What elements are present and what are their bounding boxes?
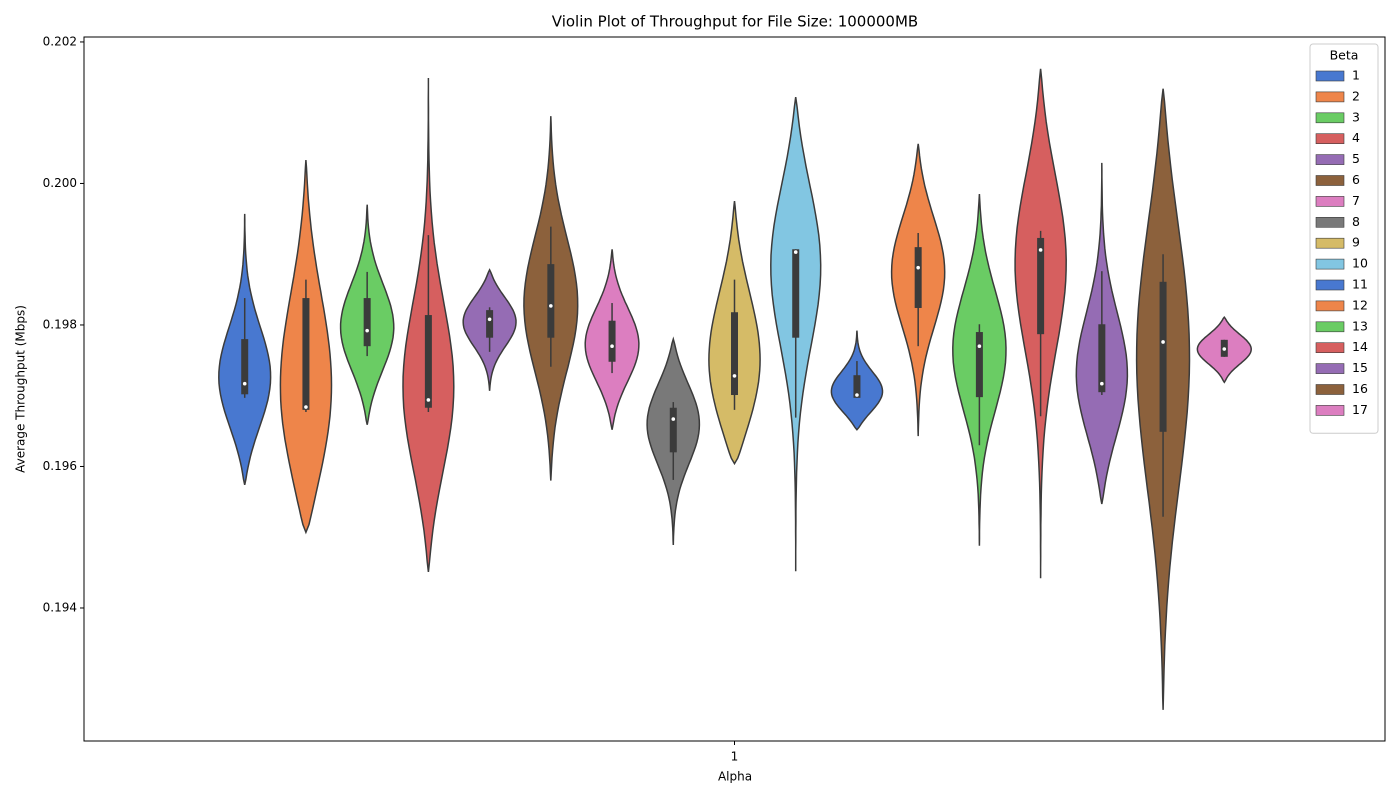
median-dot bbox=[304, 405, 308, 409]
median-dot bbox=[610, 344, 614, 348]
median-dot bbox=[916, 265, 920, 270]
iqr-box bbox=[547, 264, 555, 338]
legend-label: 4 bbox=[1352, 130, 1360, 145]
median-dot bbox=[1222, 347, 1227, 351]
iqr-box bbox=[1037, 237, 1045, 335]
legend-swatch bbox=[1315, 237, 1345, 249]
median-dot bbox=[1038, 248, 1043, 252]
legend-label: 16 bbox=[1352, 381, 1368, 396]
legend-label: 1 bbox=[1352, 68, 1360, 83]
legend-swatch bbox=[1315, 196, 1345, 207]
legend-label: 3 bbox=[1352, 109, 1360, 124]
median-dot bbox=[549, 304, 553, 308]
iqr-box bbox=[608, 320, 616, 362]
iqr-box bbox=[241, 339, 249, 395]
median-dot bbox=[732, 374, 737, 378]
iqr-box bbox=[669, 407, 677, 453]
legend-swatch bbox=[1315, 175, 1345, 186]
iqr-box bbox=[486, 310, 494, 338]
iqr-box bbox=[1159, 281, 1167, 432]
legend-label: 7 bbox=[1352, 193, 1360, 208]
iqr-box bbox=[424, 315, 432, 408]
iqr-box bbox=[975, 332, 983, 398]
median-dot bbox=[242, 381, 247, 386]
legend-swatch bbox=[1315, 321, 1345, 333]
legend-label: 5 bbox=[1352, 151, 1360, 166]
legend-swatch bbox=[1315, 112, 1345, 124]
y-axis-label: Average Throughput (Mbps) bbox=[14, 305, 28, 473]
legend-label: 9 bbox=[1352, 235, 1360, 250]
legend-swatch bbox=[1315, 384, 1345, 395]
legend-label: 8 bbox=[1352, 214, 1360, 229]
legend-label: 15 bbox=[1352, 360, 1368, 375]
legend-label: 10 bbox=[1352, 256, 1368, 271]
median-dot bbox=[365, 328, 369, 333]
legend-title: Beta bbox=[1330, 48, 1359, 63]
legend-label: 17 bbox=[1352, 402, 1368, 417]
median-dot bbox=[1100, 381, 1104, 386]
iqr-box bbox=[1098, 324, 1106, 393]
legend-swatch bbox=[1315, 342, 1345, 354]
legend-label: 13 bbox=[1352, 318, 1368, 333]
legend-swatch bbox=[1315, 363, 1345, 374]
legend-swatch bbox=[1315, 154, 1345, 165]
legend-swatch bbox=[1315, 300, 1345, 312]
legend-swatch bbox=[1315, 279, 1345, 291]
y-tick-label: 0.196 bbox=[43, 459, 77, 473]
median-dot bbox=[793, 250, 798, 254]
median-dot bbox=[426, 398, 431, 402]
legend-swatch bbox=[1315, 133, 1345, 144]
legend-label: 2 bbox=[1352, 88, 1360, 103]
median-dot bbox=[1161, 340, 1165, 344]
legend-swatch bbox=[1315, 405, 1345, 416]
median-dot bbox=[671, 417, 676, 421]
x-axis-label: Alpha bbox=[718, 770, 752, 784]
legend-swatch bbox=[1315, 91, 1345, 103]
legend-swatch bbox=[1315, 217, 1345, 228]
legend-label: 12 bbox=[1352, 297, 1368, 312]
iqr-box bbox=[853, 375, 861, 398]
legend-label: 6 bbox=[1352, 172, 1360, 187]
iqr-box bbox=[792, 249, 800, 338]
y-tick-label: 0.202 bbox=[43, 34, 77, 48]
iqr-box bbox=[914, 247, 922, 308]
iqr-box bbox=[302, 298, 310, 410]
legend-label: 14 bbox=[1352, 339, 1368, 354]
legend-label: 11 bbox=[1352, 277, 1368, 292]
median-dot bbox=[855, 393, 859, 397]
iqr-box bbox=[731, 312, 738, 396]
y-tick-label: 0.194 bbox=[43, 600, 77, 614]
median-dot bbox=[487, 317, 492, 322]
median-dot bbox=[977, 344, 982, 348]
legend-swatch bbox=[1315, 258, 1345, 270]
y-tick-label: 0.198 bbox=[43, 317, 77, 331]
legend-swatch bbox=[1315, 70, 1345, 82]
chart-title: Violin Plot of Throughput for File Size:… bbox=[552, 13, 918, 31]
y-tick-label: 0.200 bbox=[43, 176, 77, 190]
iqr-box bbox=[363, 298, 371, 347]
x-tick-label: 1 bbox=[731, 750, 739, 764]
